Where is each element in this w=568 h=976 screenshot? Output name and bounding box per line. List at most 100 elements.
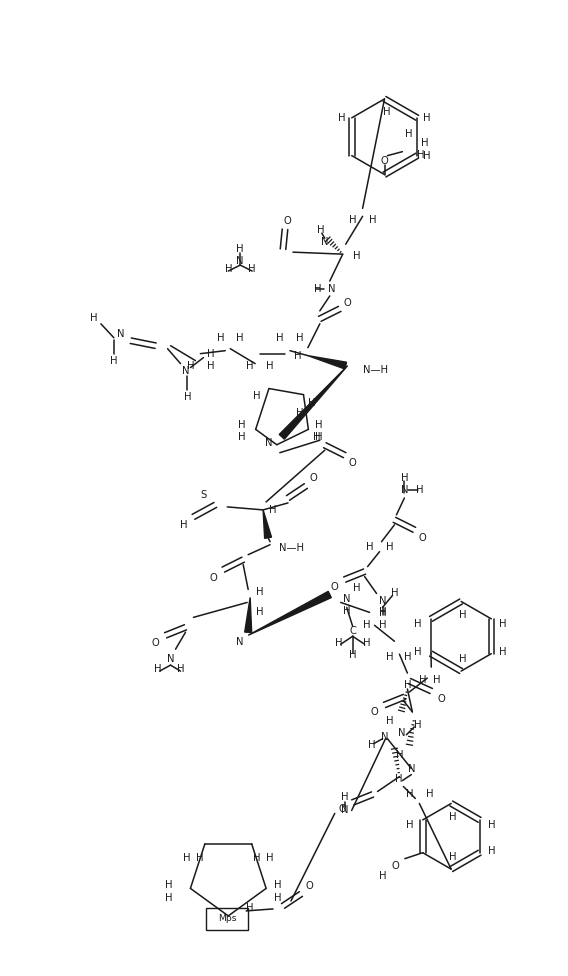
Text: H: H	[449, 852, 457, 862]
Text: H: H	[349, 650, 356, 660]
Text: H: H	[256, 588, 264, 597]
Text: H: H	[416, 485, 423, 495]
Text: H: H	[368, 740, 375, 750]
Text: H: H	[296, 333, 304, 343]
Text: H: H	[424, 150, 431, 161]
Text: H: H	[499, 647, 507, 657]
Text: H: H	[315, 432, 322, 442]
Text: H: H	[196, 853, 204, 863]
Text: H: H	[341, 793, 348, 802]
Text: N: N	[236, 256, 244, 266]
Text: N: N	[182, 366, 189, 376]
Text: N: N	[408, 763, 415, 774]
Text: H: H	[406, 820, 414, 830]
Text: H: H	[379, 871, 387, 880]
Text: H: H	[110, 355, 118, 366]
Text: H: H	[414, 647, 422, 657]
Text: H: H	[256, 607, 264, 618]
Text: H: H	[379, 621, 386, 630]
Text: O: O	[152, 638, 160, 648]
Text: O: O	[344, 298, 352, 307]
Text: H: H	[488, 820, 495, 830]
Text: N: N	[381, 732, 389, 742]
Text: H: H	[369, 216, 377, 225]
Text: H: H	[179, 520, 187, 530]
Text: H: H	[207, 360, 214, 371]
Text: H: H	[247, 903, 254, 913]
Text: H: H	[187, 360, 194, 371]
Text: H: H	[253, 853, 260, 863]
Text: N: N	[321, 237, 328, 247]
Text: N: N	[236, 637, 244, 647]
Text: O: O	[381, 155, 389, 166]
Text: H: H	[338, 113, 345, 123]
Text: H: H	[433, 675, 441, 685]
Text: O: O	[437, 694, 445, 704]
Text: H: H	[404, 652, 411, 662]
Text: N: N	[341, 805, 348, 815]
Text: H: H	[294, 350, 302, 361]
Text: H: H	[379, 607, 386, 618]
Text: H: H	[419, 675, 426, 685]
Text: H: H	[317, 225, 324, 235]
Text: H: H	[425, 790, 433, 799]
Text: H: H	[383, 106, 390, 117]
Text: H: H	[216, 333, 224, 343]
Text: H: H	[379, 608, 386, 619]
Text: H: H	[236, 333, 244, 343]
Text: H: H	[400, 473, 408, 483]
Text: H: H	[386, 715, 393, 726]
Text: N: N	[117, 329, 124, 339]
Text: H: H	[414, 619, 422, 629]
Text: H: H	[236, 244, 244, 254]
Text: H: H	[247, 360, 254, 371]
Text: N: N	[398, 728, 405, 738]
Text: H: H	[313, 432, 320, 442]
Text: H: H	[248, 264, 256, 274]
Text: O: O	[391, 861, 399, 871]
Text: O: O	[210, 573, 217, 583]
Text: H: H	[253, 391, 261, 401]
Text: C: C	[349, 627, 356, 636]
Polygon shape	[308, 355, 346, 369]
Text: H: H	[416, 149, 424, 160]
Text: N: N	[343, 594, 350, 604]
Text: H: H	[315, 421, 322, 430]
Text: H: H	[177, 664, 184, 674]
Text: O: O	[339, 804, 346, 814]
Text: H: H	[499, 619, 507, 629]
Text: H: H	[406, 790, 413, 799]
Text: H: H	[308, 397, 315, 408]
Text: H: H	[353, 583, 360, 592]
Text: H: H	[414, 720, 421, 730]
Text: H: H	[269, 505, 277, 515]
Text: H: H	[165, 893, 172, 904]
Text: H: H	[343, 606, 350, 617]
Text: H: H	[391, 589, 398, 598]
Text: O: O	[419, 533, 426, 543]
Text: H: H	[363, 638, 370, 648]
Text: H: H	[386, 542, 393, 551]
Text: Mps: Mps	[218, 915, 237, 923]
Text: H: H	[165, 880, 172, 890]
Text: H: H	[314, 284, 321, 294]
Text: H: H	[404, 680, 411, 690]
Text: H: H	[488, 846, 495, 856]
Text: N—H: N—H	[279, 543, 304, 552]
Text: H: H	[366, 542, 373, 551]
Text: H: H	[424, 113, 431, 123]
Text: H: H	[460, 610, 467, 621]
Text: H: H	[266, 360, 274, 371]
Text: H: H	[238, 421, 245, 430]
Text: H: H	[224, 264, 232, 274]
Text: H: H	[183, 392, 191, 402]
Text: S: S	[201, 490, 207, 500]
Text: H: H	[349, 216, 356, 225]
Text: O: O	[283, 217, 291, 226]
Text: H: H	[274, 893, 282, 904]
Text: O: O	[310, 473, 318, 483]
Text: O: O	[349, 458, 357, 468]
Polygon shape	[248, 591, 331, 635]
Text: H: H	[276, 333, 284, 343]
Text: H: H	[420, 138, 428, 147]
